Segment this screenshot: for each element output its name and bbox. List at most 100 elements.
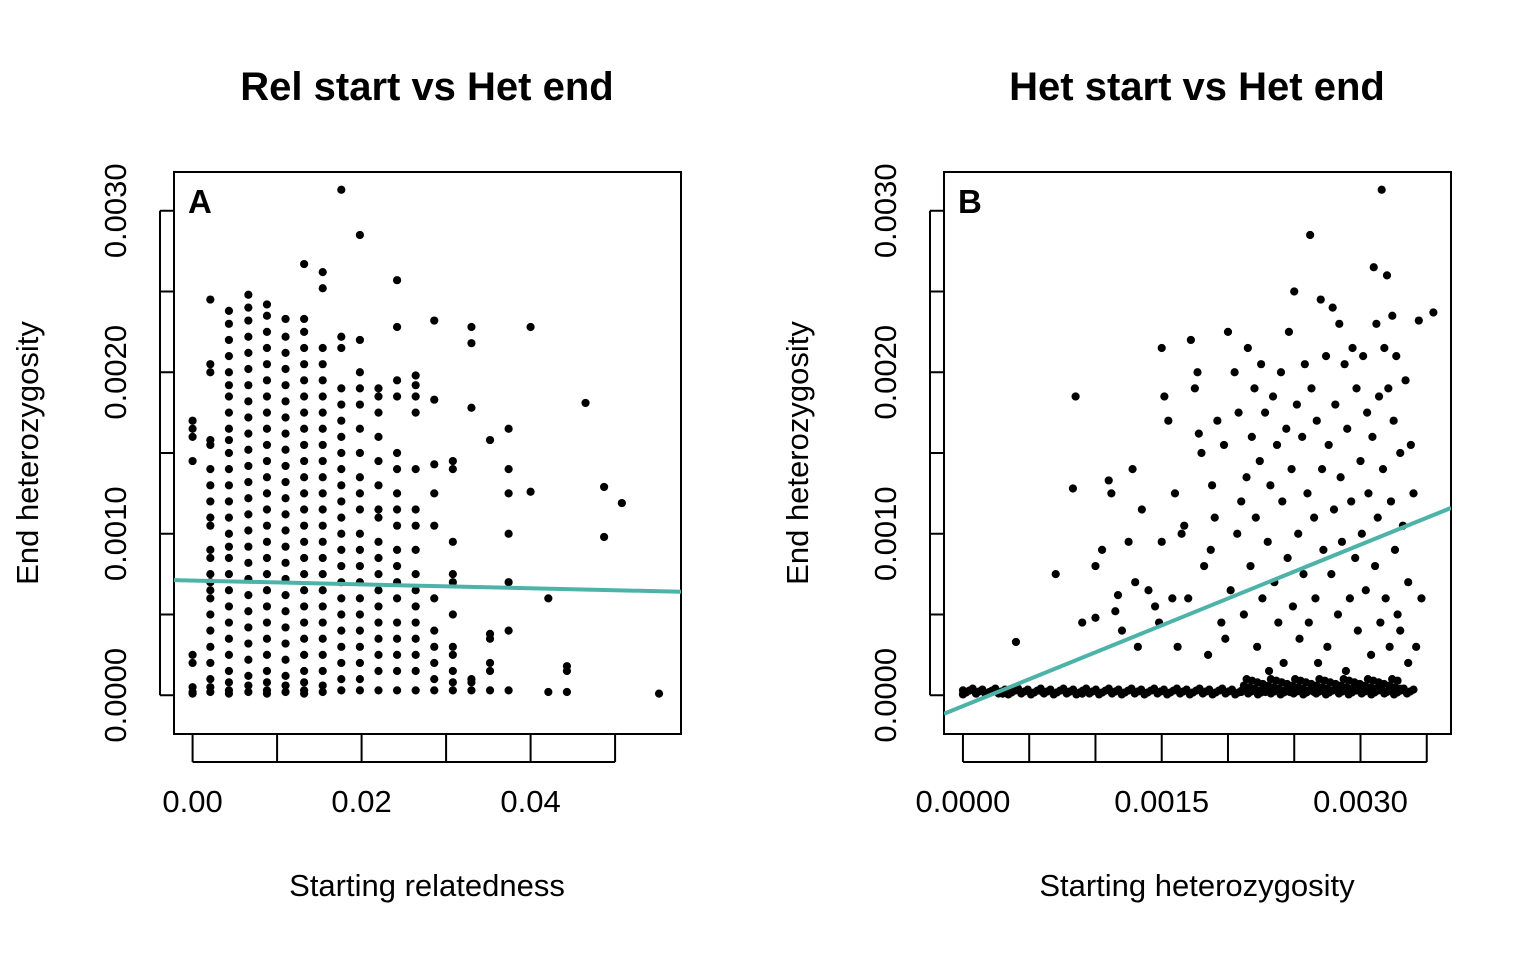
data-point <box>1283 553 1292 563</box>
data-point <box>1392 352 1401 361</box>
data-point <box>1091 561 1100 571</box>
data-point <box>224 618 234 627</box>
data-point <box>262 489 272 498</box>
data-point <box>262 440 272 450</box>
data-point <box>300 259 309 269</box>
data-point <box>337 465 346 474</box>
data-point <box>262 505 272 514</box>
data-point <box>244 477 253 487</box>
data-point <box>224 408 234 417</box>
data-point <box>224 392 234 401</box>
data-point <box>224 497 234 506</box>
data-point <box>281 429 290 438</box>
data-point <box>1133 642 1142 651</box>
data-point <box>188 689 197 698</box>
data-point <box>244 607 253 616</box>
data-point <box>337 384 346 393</box>
data-point <box>1393 610 1402 619</box>
data-point <box>1250 384 1259 393</box>
data-point <box>526 322 535 332</box>
data-point <box>355 489 364 498</box>
data-point <box>374 666 383 676</box>
x-tick-label: 0.02 <box>331 784 391 819</box>
y-tick-label: 0.0000 <box>868 648 903 743</box>
data-point <box>1380 343 1389 353</box>
data-point <box>224 381 234 390</box>
data-point <box>224 602 234 611</box>
data-point <box>262 521 272 530</box>
data-point <box>1255 456 1264 466</box>
y-axis-label: End heterozygosity <box>780 321 815 585</box>
data-point <box>355 561 364 571</box>
data-point <box>1306 230 1315 240</box>
data-point <box>1359 352 1368 361</box>
data-point <box>1261 687 1270 697</box>
data-point <box>1316 295 1325 304</box>
data-point <box>1309 687 1319 697</box>
data-point <box>318 392 327 401</box>
data-point <box>355 384 364 393</box>
data-point <box>1384 384 1393 393</box>
data-point <box>188 424 197 433</box>
data-point <box>262 473 272 482</box>
data-point <box>300 408 309 417</box>
data-point <box>244 316 253 325</box>
data-point <box>448 650 457 659</box>
data-point <box>244 687 253 697</box>
data-point <box>1377 185 1386 194</box>
data-point <box>467 403 476 412</box>
data-point <box>318 618 327 627</box>
data-point <box>337 448 346 458</box>
data-point <box>244 413 253 422</box>
data-point <box>224 352 234 361</box>
data-point <box>1246 561 1255 571</box>
data-point <box>244 558 253 567</box>
data-point <box>262 570 272 579</box>
data-point <box>224 335 234 345</box>
data-point <box>654 689 664 698</box>
data-point <box>1160 392 1169 401</box>
data-point <box>244 364 253 374</box>
data-point <box>430 642 439 651</box>
data-point <box>467 678 476 687</box>
data-point <box>1251 513 1260 522</box>
data-point <box>1327 570 1336 579</box>
data-point <box>1237 497 1246 506</box>
data-point <box>318 586 327 595</box>
data-point <box>1303 489 1312 498</box>
data-point <box>392 376 402 385</box>
data-point <box>318 681 327 690</box>
data-point <box>411 634 420 643</box>
data-point <box>1239 610 1248 619</box>
data-point <box>544 687 553 697</box>
data-point <box>1393 676 1402 685</box>
data-point <box>1234 408 1243 417</box>
data-point <box>1194 429 1203 438</box>
data-point <box>318 687 327 697</box>
data-point <box>1369 263 1378 272</box>
data-point <box>281 381 290 390</box>
data-point <box>1382 271 1392 280</box>
data-point <box>1268 392 1278 401</box>
data-point <box>1184 594 1193 603</box>
data-point <box>448 570 457 579</box>
data-point <box>206 570 215 579</box>
data-point <box>430 521 439 530</box>
data-point <box>1414 316 1423 325</box>
data-point <box>206 368 215 377</box>
data-point <box>430 594 439 603</box>
data-point <box>374 553 383 563</box>
data-point <box>244 445 253 454</box>
data-point <box>224 553 234 563</box>
data-point <box>1260 408 1270 417</box>
data-point <box>1257 360 1266 369</box>
data-point <box>318 456 327 466</box>
data-point <box>244 429 253 438</box>
data-point <box>318 489 327 498</box>
data-point <box>300 489 309 498</box>
data-point <box>562 666 572 676</box>
data-point <box>1404 658 1413 668</box>
panel-B: Het start vs Het end B 0.0000 0.0015 0.0030 S… <box>780 65 1452 903</box>
data-point <box>318 602 327 611</box>
data-point <box>1341 666 1351 676</box>
